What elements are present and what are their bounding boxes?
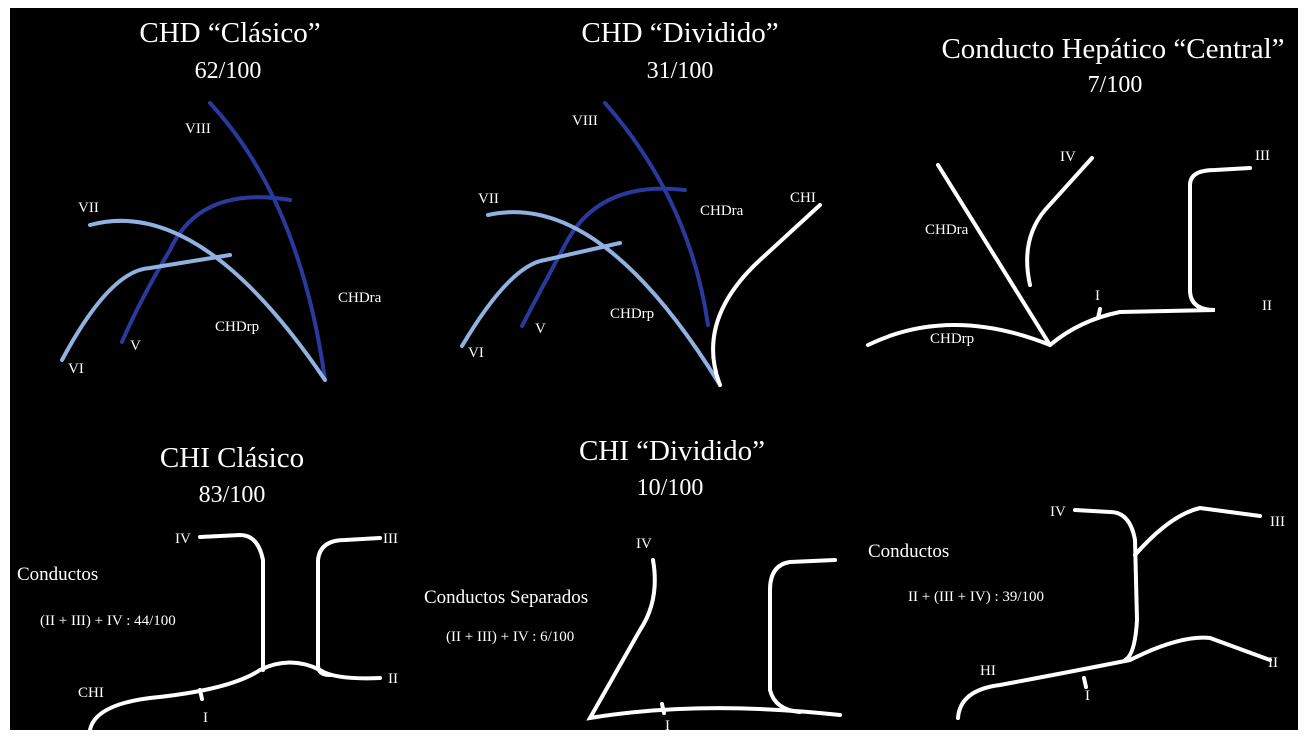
label: I <box>203 710 208 726</box>
tick <box>1084 678 1086 687</box>
title: CHI “Dividido” <box>579 435 765 467</box>
label: VI <box>468 345 484 361</box>
label: CHDra <box>700 203 744 219</box>
page: CHD “Clásico” 62/100 VIII VII VI V CHDrp… <box>0 0 1306 738</box>
label: VI <box>68 361 84 377</box>
title: CHD “Clásico” <box>139 17 320 49</box>
label: IV <box>1050 504 1066 520</box>
label: IV <box>1060 149 1076 165</box>
diagram: CHD “Clásico” 62/100 VIII VII VI V CHDrp… <box>0 0 1306 738</box>
label: VII <box>78 200 99 216</box>
subtitle: 62/100 <box>195 58 262 84</box>
label: I <box>665 718 670 734</box>
label: Conductos <box>868 541 949 562</box>
label: VII <box>478 191 499 207</box>
tick <box>662 704 664 713</box>
tick <box>200 690 202 699</box>
label: III <box>1270 514 1285 530</box>
label: VIII <box>185 121 211 137</box>
label: V <box>130 338 141 354</box>
tick <box>1098 309 1100 318</box>
label: VIII <box>572 113 598 129</box>
label: CHI <box>790 190 816 206</box>
label: II <box>1262 298 1272 314</box>
subtitle: 10/100 <box>637 475 704 501</box>
label: (II + III) + IV : 44/100 <box>40 613 176 629</box>
label: II <box>388 671 398 687</box>
subtitle: 83/100 <box>199 482 266 508</box>
subtitle: 31/100 <box>647 58 714 84</box>
label: IV <box>636 536 652 552</box>
label: CHI <box>78 685 104 701</box>
subtitle: 7/100 <box>1088 72 1143 98</box>
label: I <box>1095 288 1100 304</box>
label: Conductos <box>17 564 98 585</box>
label: Conductos Separados <box>424 587 588 608</box>
label: IV <box>175 531 191 547</box>
title: Conducto Hepático “Central” <box>941 33 1284 65</box>
label: V <box>535 321 546 337</box>
label: CHDra <box>338 290 382 306</box>
label: I <box>1085 688 1090 704</box>
label: III <box>1255 148 1270 164</box>
label: II <box>1268 655 1278 671</box>
label: CHDrp <box>930 331 974 347</box>
title: CHD “Dividido” <box>581 17 778 49</box>
label: CHDrp <box>215 319 259 335</box>
label: (II + III) + IV : 6/100 <box>446 629 574 645</box>
label: II + (III + IV) : 39/100 <box>908 589 1044 605</box>
background <box>10 8 1298 730</box>
label: CHDra <box>925 222 969 238</box>
title: CHI Clásico <box>160 442 304 474</box>
label: HI <box>980 663 996 679</box>
label: III <box>383 531 398 547</box>
label: CHDrp <box>610 306 654 322</box>
